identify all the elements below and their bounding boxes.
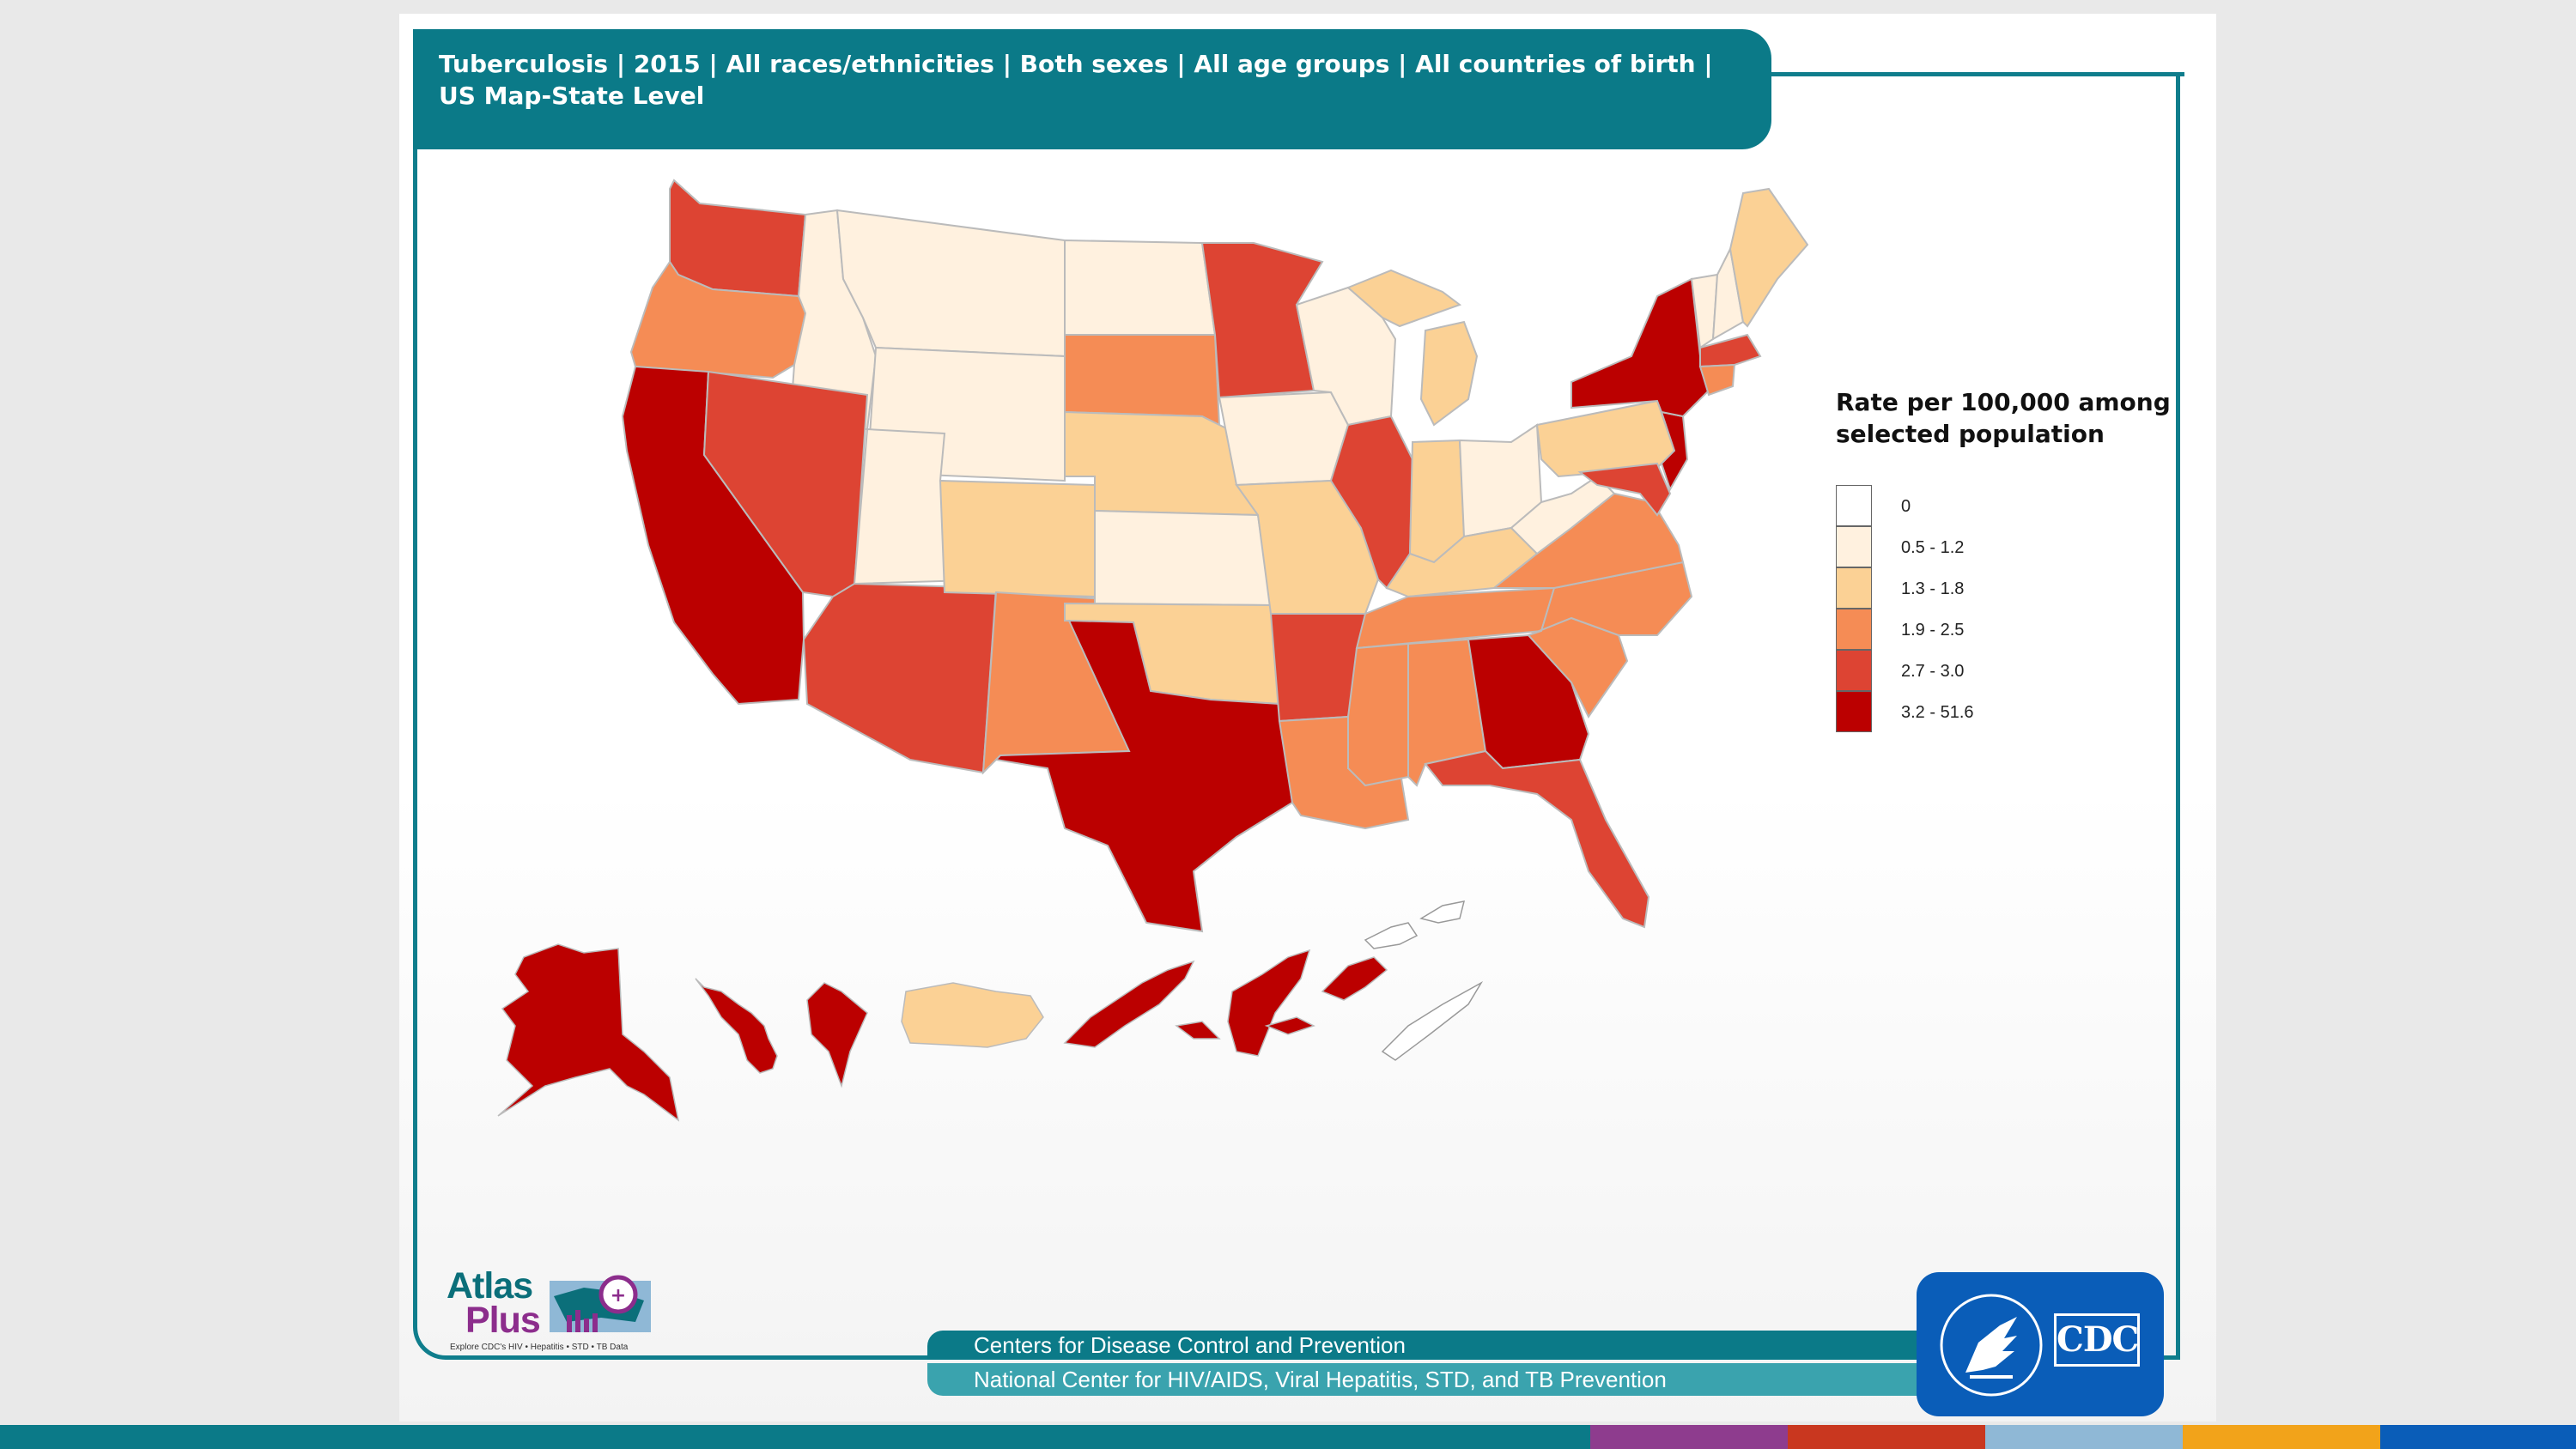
color-strip-segment	[2183, 1425, 2380, 1449]
legend-swatch	[1836, 650, 1872, 691]
territory-puerto-rico[interactable]	[901, 982, 1044, 1048]
territory-northern-mariana-2[interactable]	[1264, 1016, 1315, 1035]
state-massachusetts[interactable]	[1699, 333, 1762, 368]
color-strip-segment	[2380, 1425, 2576, 1449]
svg-text:+: +	[611, 1285, 626, 1307]
state-montana[interactable]	[835, 209, 1066, 358]
footer-center-name: National Center for HIV/AIDS, Viral Hepa…	[927, 1363, 1923, 1396]
legend-label: 3.2 - 51.6	[1901, 703, 1974, 722]
legend-item: 0	[1836, 485, 2179, 526]
state-connecticut[interactable]	[1698, 363, 1736, 397]
legend-item: 1.3 - 1.8	[1836, 567, 2179, 609]
magnifier-map-icon: +	[550, 1275, 651, 1332]
cdc-logo[interactable]: CDC	[1917, 1272, 2164, 1416]
state-arizona[interactable]	[802, 582, 998, 774]
state-mississippi[interactable]	[1347, 642, 1409, 787]
legend-item: 0.5 - 1.2	[1836, 526, 2179, 567]
state-south-dakota[interactable]	[1064, 334, 1221, 427]
footer-cdc-name: Centers for Disease Control and Preventi…	[927, 1331, 1923, 1360]
state-north-dakota[interactable]	[1064, 239, 1217, 336]
color-strip-segment	[859, 1425, 1590, 1449]
state-colorado[interactable]	[939, 479, 1096, 598]
legend-label: 2.7 - 3.0	[1901, 662, 1965, 681]
bottom-color-strip	[0, 1425, 2576, 1449]
legend-label: 1.9 - 2.5	[1901, 621, 1965, 640]
us-choropleth-map	[497, 179, 1809, 1122]
hhs-eagle-icon	[1940, 1294, 2043, 1397]
color-strip-segment	[0, 1425, 859, 1449]
state-michigan-up[interactable]	[1346, 269, 1462, 328]
territory-us-virgin-islands[interactable]	[1364, 922, 1419, 949]
legend-label: 0.5 - 1.2	[1901, 538, 1965, 557]
territory-guam[interactable]	[806, 982, 868, 1088]
atlas-logo-text-1: Atlas	[447, 1265, 533, 1307]
territory-palau[interactable]	[1381, 980, 1484, 1061]
territory-us-virgin-islands-2[interactable]	[1419, 900, 1466, 924]
legend-label: 1.3 - 1.8	[1901, 579, 1965, 598]
state-hawaii[interactable]	[695, 978, 778, 1074]
legend-item: 2.7 - 3.0	[1836, 650, 2179, 691]
content-frame-top-rule	[1769, 72, 2184, 76]
state-maryland[interactable]	[1577, 462, 1672, 517]
color-strip-segment	[1590, 1425, 1788, 1449]
state-florida[interactable]	[1424, 749, 1650, 929]
state-michigan[interactable]	[1419, 320, 1479, 427]
territory-micronesia-2[interactable]	[1175, 1021, 1221, 1040]
state-maine[interactable]	[1728, 187, 1809, 328]
territory-micronesia[interactable]	[1063, 960, 1195, 1048]
legend-swatch	[1836, 567, 1872, 609]
legend-item: 1.9 - 2.5	[1836, 609, 2179, 650]
legend-title: Rate per 100,000 among selected populati…	[1836, 388, 2171, 448]
atlas-logo-text-2: Plus	[465, 1300, 541, 1341]
legend-item: 3.2 - 51.6	[1836, 691, 2179, 732]
legend-swatch	[1836, 691, 1872, 732]
state-iowa[interactable]	[1218, 391, 1350, 487]
atlasplus-logo[interactable]: Atlas Plus + Explore CDC's HIV • Hepatit…	[447, 1262, 657, 1352]
state-west-virginia[interactable]	[1510, 475, 1616, 555]
state-kansas[interactable]	[1094, 509, 1273, 607]
legend-label: 0	[1901, 497, 1911, 516]
state-texas[interactable]	[993, 619, 1294, 933]
state-new-york[interactable]	[1571, 277, 1710, 418]
territory-marshall-islands[interactable]	[1227, 949, 1311, 1057]
state-alaska[interactable]	[497, 943, 680, 1122]
cdc-wordmark: CDC	[2054, 1313, 2140, 1367]
color-strip-segment	[1788, 1425, 1985, 1449]
legend-swatch	[1836, 609, 1872, 650]
atlas-logo-tagline: Explore CDC's HIV • Hepatitis • STD • TB…	[450, 1343, 629, 1352]
territory-northern-mariana[interactable]	[1321, 956, 1388, 1001]
page-title: Tuberculosis | 2015 | All races/ethnicit…	[413, 29, 1771, 149]
legend-swatch	[1836, 485, 1872, 526]
color-strip-segment	[1985, 1425, 2183, 1449]
legend-swatch	[1836, 526, 1872, 567]
